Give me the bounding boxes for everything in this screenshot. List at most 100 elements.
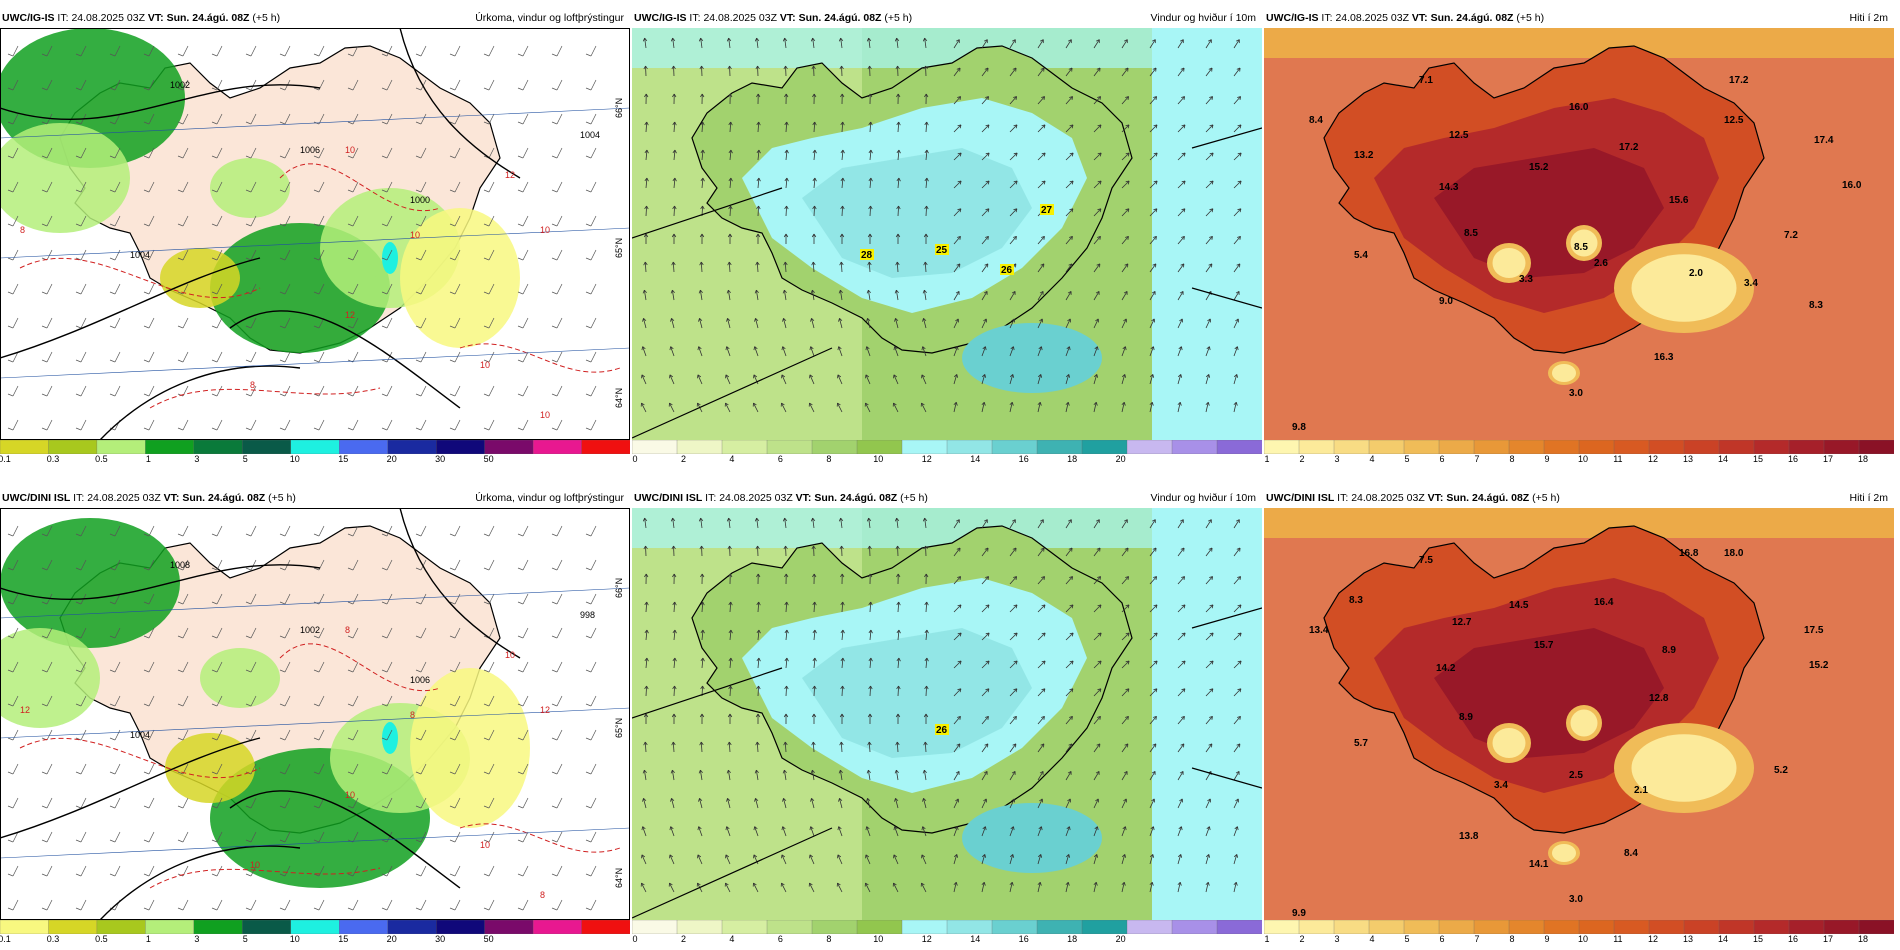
temperature-value: 12.5: [1724, 115, 1744, 126]
temperature-value: 15.2: [1809, 660, 1829, 671]
model-name: UWC/DINI ISL: [634, 492, 703, 504]
wind-barb-flag: [517, 533, 524, 537]
wind-barb-flag: [585, 737, 592, 741]
wind-barb-flag: [449, 291, 456, 295]
wind-barb: [352, 899, 359, 911]
precip-area: [410, 668, 530, 828]
vt-label: VT:: [795, 492, 812, 504]
wind-arrow: [641, 374, 647, 385]
colorbar: [632, 440, 1262, 454]
wind-barb: [318, 593, 325, 605]
wind-arrowhead: [839, 713, 843, 718]
wind-arrowhead: [783, 65, 786, 70]
wind-arrow: [728, 38, 731, 49]
precip-area: [210, 158, 290, 218]
latitude-label: 65°N: [614, 718, 624, 738]
wind-arrowhead: [925, 573, 929, 578]
wind-arrowhead: [674, 657, 677, 662]
wind-arrowhead: [641, 374, 646, 378]
wind-arrowhead: [1037, 401, 1041, 406]
wind-arrowhead: [784, 629, 788, 634]
wind-barb: [182, 317, 189, 329]
wind-arrow: [701, 630, 704, 641]
wind-arrowhead: [1211, 180, 1214, 185]
wind-arrowhead: [870, 177, 873, 182]
wind-arrowhead: [1237, 152, 1242, 155]
wind-arrowhead: [784, 121, 788, 126]
colorbar-swatch: [1858, 440, 1894, 454]
wind-barb: [114, 385, 121, 397]
wind-arrowhead: [1069, 124, 1074, 127]
wind-barb-flag: [177, 839, 184, 843]
wind-barb-flag: [449, 703, 456, 707]
wind-barb: [454, 79, 461, 91]
wind-arrow: [1177, 660, 1186, 669]
wind-arrowhead: [957, 124, 962, 127]
wind-barb-flag: [143, 601, 150, 605]
wind-arrow: [784, 261, 787, 273]
wind-arrow: [641, 882, 647, 893]
wind-barb: [318, 147, 325, 159]
wind-arrowhead: [699, 713, 703, 718]
colorbar-tick: 0.1: [0, 454, 11, 464]
wind-arrowhead: [729, 233, 733, 238]
wind-barb-flag: [551, 873, 558, 877]
colorbar-swatch: [1543, 920, 1580, 934]
wind-arrowhead: [1236, 854, 1239, 858]
wind-arrowhead: [1239, 96, 1242, 101]
colorbar-tick: 4: [729, 454, 735, 464]
panel-title: Úrkoma, vindur og loftþrýstingur: [475, 492, 624, 504]
wind-barb-flag: [449, 325, 456, 329]
wind-barb-flag: [313, 53, 320, 57]
wind-arrowhead: [786, 205, 789, 210]
wind-barb-flag: [75, 567, 82, 571]
wind-arrowhead: [1237, 604, 1242, 607]
colorbar-swatch: [145, 920, 195, 934]
wind-arrowhead: [812, 121, 816, 126]
wind-barb: [148, 627, 155, 639]
colorbar-tick: 0: [632, 454, 638, 464]
wind-barb-flag: [211, 291, 218, 295]
wind-arrowhead: [897, 93, 901, 98]
wind-arrow: [1205, 39, 1212, 49]
isotherm: [19, 737, 261, 779]
wind-barb: [318, 181, 325, 193]
wind-barb-flag: [245, 635, 252, 639]
wind-arrowhead: [728, 93, 731, 98]
wind-arrowhead: [1235, 882, 1238, 886]
wind-arrowhead: [1183, 632, 1186, 637]
temperature-label: 10: [250, 860, 260, 870]
wind-arrow: [923, 798, 927, 809]
wind-barb: [352, 559, 359, 571]
wind-arrowhead: [895, 741, 898, 746]
wind-arrow: [953, 96, 961, 105]
wind-arrowhead: [1153, 96, 1157, 98]
wind-barb: [114, 661, 121, 673]
wind-barb-flag: [177, 771, 184, 775]
wind-arrowhead: [1153, 346, 1155, 351]
wind-barb-flag: [7, 635, 14, 639]
map-svg: 7.516.8 18.08.312.714.5 16.413.4 17.514.215…: [1264, 508, 1894, 920]
wind-arrow: [785, 601, 788, 613]
wind-barb-flag: [381, 703, 388, 707]
temperature-value: 8.4: [1309, 115, 1323, 126]
wind-arrowhead: [870, 205, 873, 210]
wind-arrow: [698, 346, 703, 357]
wind-arrow: [1093, 67, 1101, 77]
wind-barb-flag: [381, 189, 388, 193]
glacier: [1552, 844, 1576, 862]
wind-barb-flag: [347, 223, 354, 227]
wind-barb-flag: [143, 359, 150, 363]
wind-arrowhead: [926, 177, 929, 182]
wind-arrowhead: [1127, 604, 1130, 609]
wind-barb: [250, 695, 257, 707]
wind-barb-flag: [109, 359, 116, 363]
wind-arrow: [1233, 124, 1242, 133]
wind-arrowhead: [812, 601, 816, 606]
wind-arrow: [981, 688, 990, 697]
wind-arrowhead: [893, 882, 897, 886]
wind-arrow: [1205, 854, 1210, 865]
wind-arrowhead: [1209, 576, 1213, 578]
wind-arrow: [1149, 374, 1154, 385]
wind-arrowhead: [642, 769, 645, 774]
